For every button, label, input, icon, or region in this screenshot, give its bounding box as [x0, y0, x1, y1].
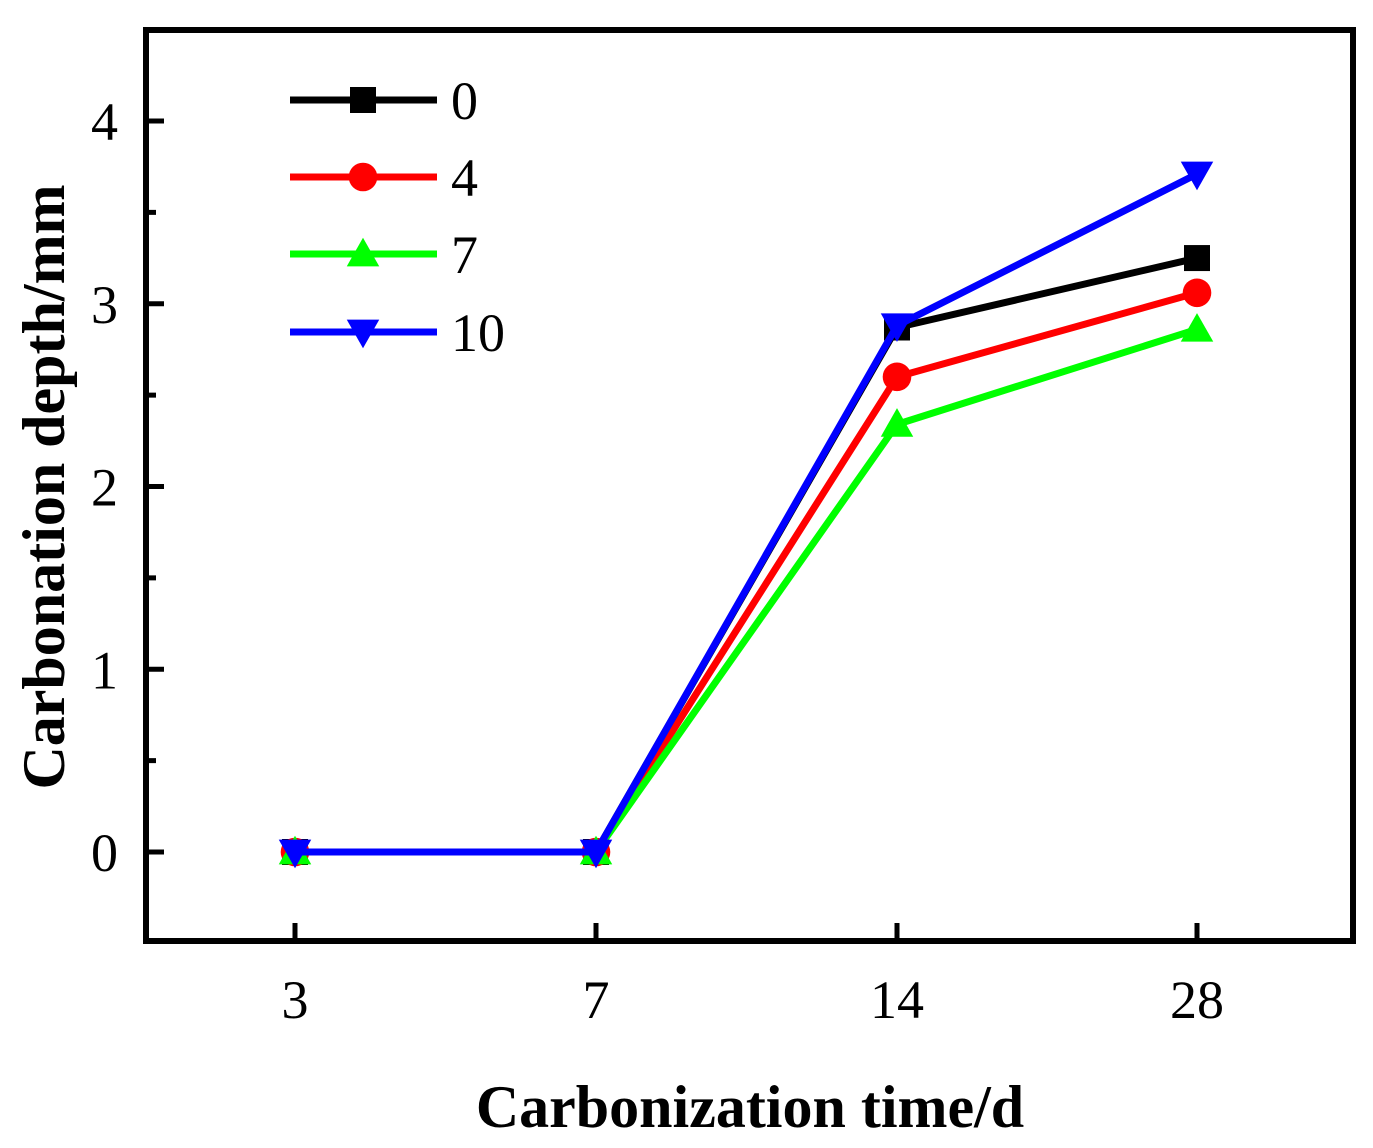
data-point — [278, 839, 312, 869]
data-point — [880, 408, 914, 437]
legend-item: 4 — [290, 148, 478, 208]
x-axis-title: Carbonization time/d — [476, 1074, 1024, 1140]
legend-marker — [350, 87, 376, 113]
legend-marker — [346, 237, 380, 267]
legend-label: 7 — [451, 225, 478, 285]
y-tick-label: 1 — [91, 640, 118, 700]
series-0 — [282, 245, 1210, 865]
series-lines — [278, 161, 1214, 869]
axis-ticks: 0 1 2 3 4 3 7 14 28 — [91, 92, 1224, 1030]
legend-item: 7 — [290, 225, 478, 285]
y-tick-label: 0 — [91, 823, 118, 883]
plot-area-border — [143, 27, 1356, 944]
data-point — [1180, 161, 1214, 191]
legend-item: 0 — [290, 71, 478, 131]
data-point — [882, 362, 912, 392]
legend-marker — [348, 162, 378, 192]
data-point — [1182, 278, 1212, 308]
data-point — [1180, 313, 1214, 342]
series-10 — [278, 161, 1214, 869]
x-tick-label: 14 — [870, 970, 924, 1030]
x-tick-label: 28 — [1170, 970, 1224, 1030]
x-tick-label: 7 — [583, 970, 610, 1030]
series-line — [291, 289, 1201, 856]
y-axis-title: Carbonation depth/mm — [11, 184, 77, 789]
data-point — [880, 313, 914, 342]
data-point — [1184, 245, 1210, 272]
y-tick-label: 3 — [91, 275, 118, 335]
legend-label: 4 — [451, 148, 478, 208]
x-tick-label: 3 — [282, 970, 309, 1030]
legend-label: 0 — [451, 71, 478, 131]
y-tick-label: 4 — [91, 92, 118, 152]
y-tick-label: 2 — [91, 458, 118, 518]
series-line — [291, 170, 1201, 856]
legend-item: 10 — [290, 303, 505, 363]
legend-label: 10 — [451, 303, 505, 363]
data-point — [579, 839, 613, 869]
legend-marker — [346, 319, 380, 349]
legend: 0 4 7 10 — [290, 71, 505, 363]
series-line — [291, 254, 1201, 856]
plot-frame — [143, 27, 1356, 944]
